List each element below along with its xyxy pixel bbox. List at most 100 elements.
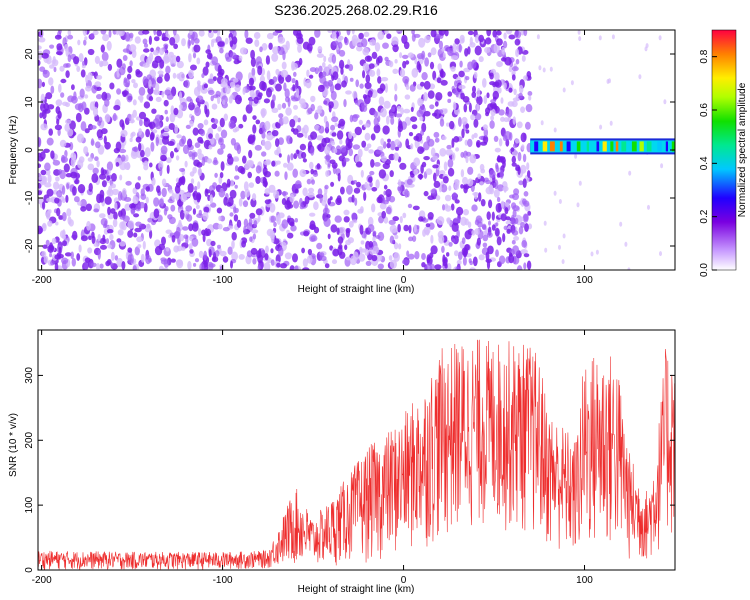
spectrogram-noise-cell	[577, 30, 581, 35]
spectrogram-noise-cell	[202, 233, 206, 243]
spectrogram-noise-cell	[166, 93, 174, 100]
spectrogram-noise-cell	[476, 95, 483, 106]
spectrogram-noise-cell	[523, 30, 528, 37]
spectrogram-noise-cell	[275, 122, 281, 129]
spectrogram-noise-cell	[112, 218, 118, 228]
spectrogram-noise-cell	[118, 66, 126, 76]
spectrogram-noise-cell	[189, 98, 193, 105]
spectrogram-noise-cell	[252, 258, 257, 265]
spectrogram-noise-cell	[500, 97, 504, 104]
spectrogram-noise-cell	[263, 160, 271, 166]
spectrogram-noise-cell	[272, 76, 278, 83]
spectrogram-noise-cell	[397, 223, 401, 233]
spectrogram-noise-cell	[526, 71, 532, 79]
spectrogram-noise-cell	[86, 220, 91, 231]
spectrogram-noise-cell	[134, 182, 141, 190]
spectrogram-noise-cell	[59, 65, 65, 72]
spectrogram-noise-cell	[364, 132, 371, 141]
spectrogram-noise-cell	[660, 163, 664, 169]
spectrogram-noise-cell	[62, 229, 66, 238]
spectrogram-noise-cell	[463, 103, 468, 113]
spectrogram-noise-cell	[310, 95, 316, 103]
spectrogram-noise-cell	[483, 127, 488, 138]
spectrogram-noise-cell	[163, 43, 169, 48]
spectrogram-noise-cell	[147, 217, 153, 223]
spectrogram-noise-cell	[77, 39, 81, 46]
spectrogram-noise-cell	[145, 128, 151, 138]
signal-band-cell	[646, 141, 652, 152]
spectrogram-noise-cell	[372, 245, 379, 255]
spectrogram-noise-cell	[38, 59, 41, 66]
spectrogram-noise-cell	[169, 112, 176, 123]
spectrogram-noise-cell	[523, 262, 527, 270]
spectrogram-noise-cell	[368, 149, 374, 154]
spectrogram-noise-cell	[308, 74, 314, 79]
spectrogram-noise-cell	[183, 234, 189, 239]
spectrogram-noise-cell	[271, 107, 279, 114]
spectrogram-noise-cell	[386, 142, 391, 149]
spectrogram-noise-cell	[180, 101, 188, 112]
spectrogram-noise-cell	[352, 90, 358, 99]
spectrogram-noise-cell	[188, 102, 195, 111]
spectrogram-noise-cell	[41, 250, 47, 258]
spectrogram-noise-cell	[228, 120, 235, 130]
spectrogram-noise-cell	[226, 202, 232, 207]
spectrogram-noise-cell	[231, 240, 235, 249]
spectrogram-noise-cell	[494, 147, 501, 153]
spectrogram-noise-cell	[386, 33, 392, 39]
spectrogram-noise-cell	[446, 252, 450, 257]
spectrogram-noise-cell	[291, 61, 295, 71]
spectrogram-noise-cell	[164, 109, 168, 115]
spectrogram-noise-cell	[438, 40, 443, 50]
spectrogram-noise-cell	[411, 124, 418, 130]
spectrogram-noise-cell	[182, 144, 190, 155]
spectrogram-noise-cell	[462, 176, 468, 185]
spectrogram-noise-cell	[280, 69, 289, 78]
spectrogram-noise-cell	[338, 118, 346, 127]
spectrogram-noise-cell	[322, 62, 326, 68]
spectrogram-noise-cell	[84, 94, 89, 99]
spectrogram-noise-cell	[184, 79, 190, 89]
spectrogram-noise-cell	[189, 249, 194, 254]
spectrogram-noise-cell	[197, 84, 204, 91]
spectrogram-noise-cell	[297, 44, 302, 53]
spectrogram-noise-cell	[398, 184, 403, 194]
spectrogram-noise-cell	[65, 102, 70, 108]
spectrogram-noise-cell	[166, 157, 172, 164]
spectrogram-noise-cell	[663, 99, 667, 105]
spectrogram-noise-cell	[403, 108, 411, 114]
signal-band-cell	[621, 141, 627, 152]
spectrogram-noise-cell	[242, 200, 249, 208]
spectrogram-noise-cell	[432, 164, 439, 169]
spectrogram-noise-cell	[250, 247, 258, 255]
spectrogram-noise-cell	[402, 259, 410, 265]
spectrogram-noise-cell	[274, 170, 280, 177]
spectrogram-noise-cell	[330, 90, 337, 101]
spectrogram-noise-cell	[202, 66, 209, 76]
spectrogram-noise-cell	[489, 170, 496, 179]
snr-frame	[37, 329, 676, 571]
spectrogram-noise-cell	[520, 249, 528, 255]
spectrogram-noise-cell	[149, 162, 153, 168]
spectrogram-noise-cell	[296, 132, 304, 138]
spectrogram-noise-cell	[518, 226, 524, 235]
spectrogram-noise-cell	[229, 212, 234, 217]
spectrogram-noise-cell	[298, 57, 303, 66]
spectrogram-noise-cell	[536, 34, 540, 40]
spectrogram-noise-cell	[180, 193, 187, 203]
spectrogram-noise-cell	[478, 192, 482, 202]
spectrogram-noise-cell	[351, 194, 355, 203]
spectrogram-noise-cell	[173, 107, 179, 116]
spectrogram-noise-cell	[230, 94, 234, 100]
spectrogram-noise-cell	[276, 262, 281, 268]
spectrogram-noise-cell	[268, 42, 273, 50]
spectrogram-noise-cell	[150, 47, 154, 53]
spectrogram-noise-cell	[357, 148, 363, 158]
colorbar-tick-label: 0.0	[699, 263, 710, 277]
spectrogram-noise-cell	[447, 167, 455, 177]
spectrogram-noise-cell	[163, 99, 169, 107]
spectrogram-noise-cell	[111, 173, 117, 182]
spectrogram-noise-cell	[242, 87, 246, 95]
spectrogram-noise-cell	[331, 54, 337, 64]
spectrogram-noise-cell	[310, 146, 315, 156]
